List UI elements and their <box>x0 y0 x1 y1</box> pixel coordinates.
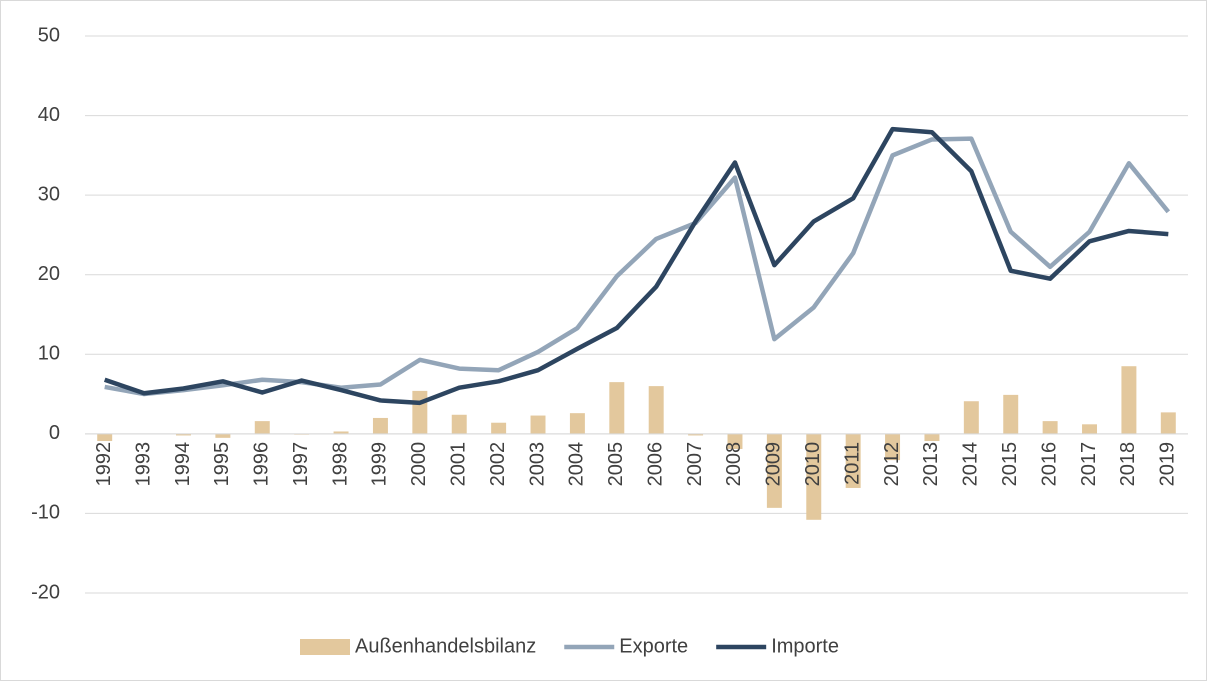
x-tick-label: 2015 <box>999 442 1021 487</box>
x-tick-label: 2011 <box>841 442 863 485</box>
bar <box>1003 394 1019 434</box>
bar <box>412 390 428 434</box>
bar <box>569 413 585 434</box>
legend-swatch <box>300 639 350 655</box>
x-tick-label: 2008 <box>723 442 745 487</box>
bar <box>1082 424 1098 434</box>
x-tick-label: 2018 <box>1117 442 1139 487</box>
bar <box>1042 421 1058 434</box>
x-tick-label: 1995 <box>211 442 233 487</box>
bar <box>609 382 625 434</box>
bar <box>333 431 349 434</box>
legend-label: Außenhandelsbilanz <box>355 635 536 657</box>
bar <box>845 433 861 488</box>
bar <box>254 421 270 434</box>
x-tick-label: 2016 <box>1038 442 1060 487</box>
bar <box>530 415 546 434</box>
y-tick-label: 10 <box>38 343 60 365</box>
line <box>104 136 1171 397</box>
bar <box>372 417 388 434</box>
y-tick-label: 40 <box>38 104 60 126</box>
x-tick-label: 2017 <box>1078 442 1100 487</box>
bar <box>97 433 113 442</box>
y-tick-label: -10 <box>31 502 60 524</box>
x-tick-label: 2005 <box>605 442 627 487</box>
bar <box>1160 412 1176 434</box>
legend-label: Importe <box>771 635 839 657</box>
y-tick-label: 50 <box>38 24 60 46</box>
x-tick-label: 1996 <box>251 442 273 487</box>
x-tick-label: 2001 <box>448 442 470 487</box>
bar <box>688 433 704 436</box>
y-tick-label: -20 <box>31 581 60 603</box>
x-tick-label: 2014 <box>960 442 982 487</box>
x-tick-label: 2007 <box>684 442 706 487</box>
x-tick-label: 2009 <box>763 442 785 487</box>
bar <box>175 433 191 436</box>
bar <box>963 401 979 434</box>
x-tick-label: 1992 <box>93 442 115 487</box>
bar <box>491 422 507 434</box>
x-tick-label: 2000 <box>408 442 430 487</box>
x-tick-label: 2019 <box>1157 442 1179 487</box>
line <box>103 126 1169 406</box>
x-tick-label: 2004 <box>566 442 588 487</box>
y-tick-label: 0 <box>49 422 60 444</box>
y-tick-label: 20 <box>38 263 60 285</box>
x-tick-label: 1999 <box>369 442 391 487</box>
x-tick-label: 1997 <box>290 442 312 487</box>
x-tick-label: 1998 <box>329 442 351 487</box>
bar <box>1121 366 1137 434</box>
y-tick-label: 30 <box>38 183 60 205</box>
bar <box>451 414 467 434</box>
bar <box>885 433 901 461</box>
x-tick-label: 2012 <box>881 442 903 487</box>
bar <box>215 433 231 438</box>
x-tick-label: 2013 <box>920 442 942 487</box>
x-tick-label: 2003 <box>526 442 548 487</box>
x-tick-label: 2010 <box>802 442 824 487</box>
x-tick-label: 2006 <box>644 442 666 487</box>
bar <box>806 433 822 520</box>
bar <box>648 386 664 434</box>
bar <box>766 433 782 508</box>
x-tick-label: 1994 <box>172 442 194 487</box>
x-tick-label: 2002 <box>487 442 509 487</box>
x-tick-label: 1993 <box>132 442 154 487</box>
legend-label: Exporte <box>619 635 688 657</box>
bar <box>727 433 743 449</box>
bar <box>924 433 940 442</box>
